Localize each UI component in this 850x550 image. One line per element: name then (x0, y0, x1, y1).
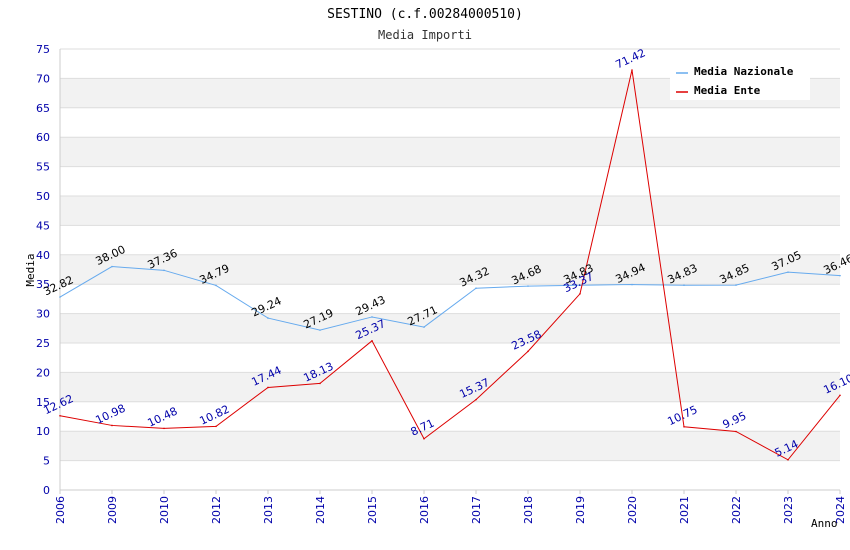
grid-band (60, 254, 840, 285)
data-point-ente (215, 425, 217, 428)
y-tick-label: 70 (36, 72, 50, 85)
y-tick-label: 45 (36, 219, 50, 232)
data-label-ente: 71.42 (613, 46, 647, 71)
data-label-nazionale: 32.82 (41, 273, 75, 298)
data-point-ente (735, 430, 737, 433)
data-point-nazionale (59, 296, 61, 298)
data-point-nazionale (527, 285, 529, 287)
data-point-nazionale (839, 274, 841, 277)
data-point-nazionale (787, 271, 789, 273)
data-point-ente (163, 427, 165, 430)
x-tick-label: 2010 (158, 496, 171, 524)
x-tick-label: 2015 (366, 496, 379, 524)
data-point-ente (475, 398, 477, 401)
y-tick-label: 50 (36, 190, 50, 203)
y-tick-label: 35 (36, 278, 50, 291)
chart-title: SESTINO (c.f.00284000510) (327, 7, 523, 22)
grid-band (60, 313, 840, 343)
grid-bands (60, 78, 840, 461)
data-point-ente (683, 425, 685, 428)
data-point-nazionale (111, 265, 113, 268)
legend-box (670, 60, 810, 100)
legend: Media Nazionale Media Ente (670, 60, 810, 100)
data-point-ente (579, 292, 581, 295)
y-axis-label: Media (24, 253, 37, 286)
data-point-ente (423, 437, 425, 440)
x-tick-label: 2006 (54, 496, 67, 524)
x-tick-label: 2009 (106, 496, 119, 524)
y-tick-label: 60 (36, 131, 50, 144)
chart-subtitle: Media Importi (378, 28, 472, 42)
data-point-nazionale (319, 329, 321, 331)
x-tick-label: 2018 (522, 496, 535, 524)
x-tick-label: 2013 (262, 496, 275, 524)
y-tick-labels: 0 5 10 15 20 25 30 35 40 45 50 55 60 65 70 75 (36, 43, 50, 497)
x-tick-label: 2024 (834, 496, 847, 524)
data-point-ente (631, 69, 633, 71)
series-lines (59, 69, 841, 461)
grid-band (60, 196, 840, 226)
grid-band (60, 372, 840, 402)
data-label-ente: 10.75 (665, 403, 699, 428)
y-tick-label: 40 (36, 249, 50, 262)
y-tick-label: 25 (36, 337, 50, 350)
data-point-ente (839, 394, 841, 397)
data-point-ente (111, 424, 113, 427)
y-tick-label: 20 (36, 366, 50, 379)
data-point-ente (59, 414, 61, 417)
legend-label-ente: Media Ente (694, 84, 761, 97)
data-point-nazionale (163, 269, 165, 272)
x-tick-label: 2017 (470, 496, 483, 524)
data-point-nazionale (371, 316, 373, 318)
data-point-nazionale (475, 287, 477, 289)
data-point-nazionale (423, 326, 425, 328)
x-tick-label: 2021 (678, 496, 691, 524)
data-point-nazionale (735, 284, 737, 286)
data-point-nazionale (267, 317, 269, 319)
data-point-ente (267, 386, 269, 389)
x-tick-label: 2020 (626, 496, 639, 524)
x-tick-labels: 2006 2009 2010 2012 2013 2014 2015 2016 2017 2018… (54, 490, 847, 524)
x-tick-label: 2022 (730, 496, 743, 524)
data-point-nazionale (631, 283, 633, 286)
data-point-ente (371, 340, 373, 342)
data-point-ente (787, 458, 789, 461)
data-point-ente (319, 382, 321, 385)
data-point-nazionale (579, 284, 581, 286)
data-label-ente: 10.82 (197, 403, 231, 428)
y-tick-label: 10 (36, 425, 50, 438)
x-tick-label: 2019 (574, 496, 587, 524)
series-line-nazionale (59, 266, 841, 331)
legend-label-nazionale: Media Nazionale (694, 65, 794, 78)
x-tick-label: 2016 (418, 496, 431, 524)
x-axis-label: Anno (811, 517, 838, 530)
y-tick-label: 15 (36, 396, 50, 409)
y-tick-label: 30 (36, 308, 50, 321)
x-tick-label: 2012 (210, 496, 223, 524)
data-label-ente: 10.98 (93, 402, 127, 427)
y-tick-label: 0 (43, 484, 50, 497)
data-label-ente: 10.48 (145, 405, 179, 430)
data-point-nazionale (215, 284, 217, 287)
y-tick-label: 75 (36, 43, 50, 56)
series-line-ente (59, 69, 841, 461)
data-label-ente: 9.95 (721, 409, 749, 431)
y-tick-label: 65 (36, 102, 50, 115)
data-point-ente (527, 350, 529, 353)
x-tick-label: 2014 (314, 496, 327, 524)
grid-lines (60, 48, 840, 491)
grid-band (60, 137, 840, 167)
grid-band (60, 431, 840, 461)
y-tick-label: 5 (43, 455, 50, 468)
data-point-nazionale (683, 284, 685, 286)
x-tick-label: 2023 (782, 496, 795, 524)
y-tick-label: 55 (36, 161, 50, 174)
